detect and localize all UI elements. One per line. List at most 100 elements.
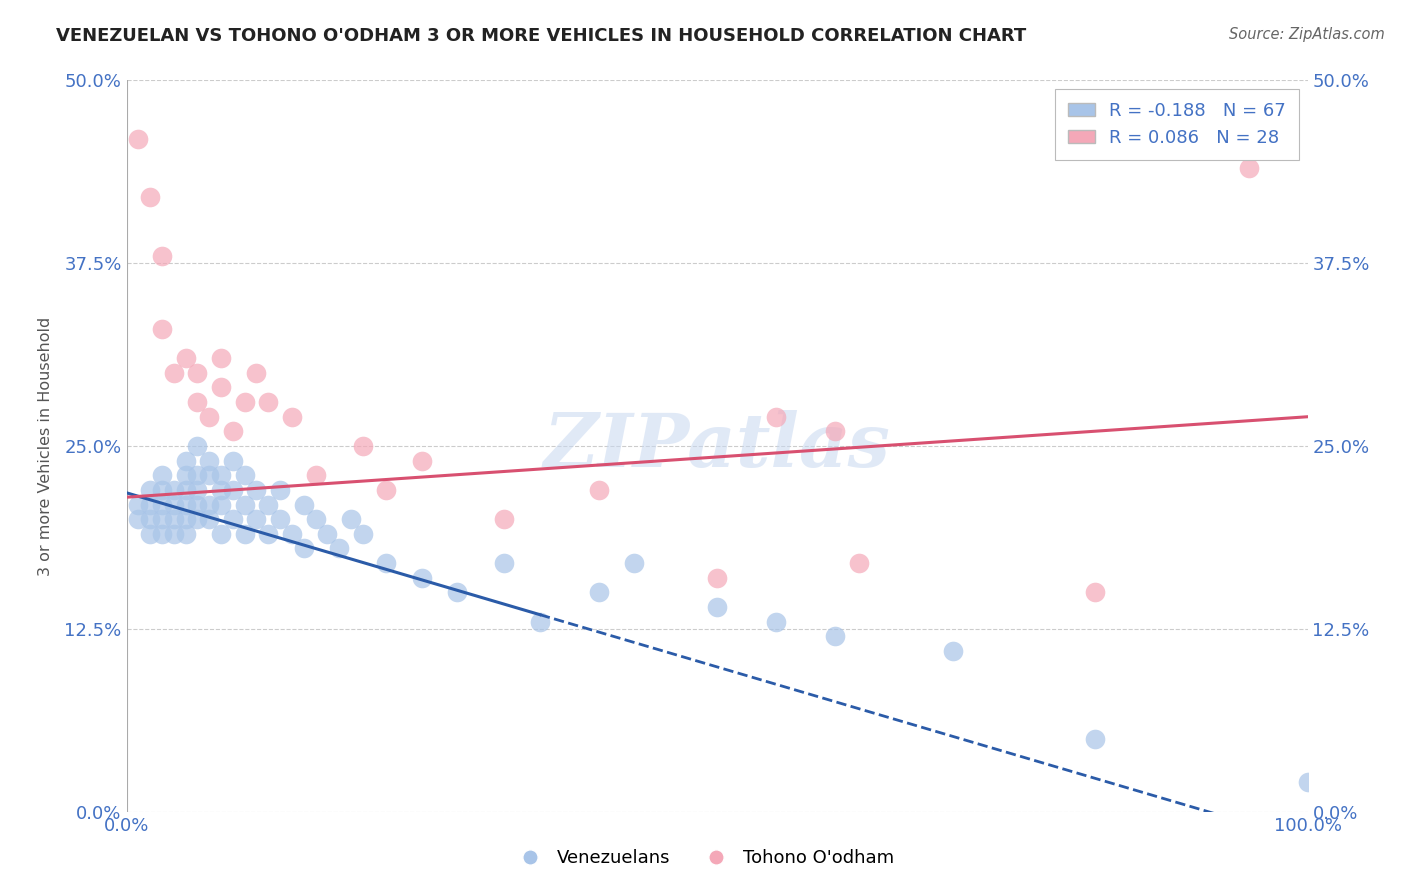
Point	[233, 498, 256, 512]
Point	[257, 498, 280, 512]
Point	[494, 512, 516, 526]
Point	[209, 468, 232, 483]
Point	[209, 380, 232, 394]
Point	[139, 498, 162, 512]
Point	[174, 453, 197, 467]
Point	[139, 526, 162, 541]
Point	[150, 322, 173, 336]
Legend: R = -0.188   N = 67, R = 0.086   N = 28: R = -0.188 N = 67, R = 0.086 N = 28	[1054, 89, 1299, 160]
Point	[150, 468, 173, 483]
Point	[150, 526, 173, 541]
Point	[494, 556, 516, 570]
Point	[222, 483, 245, 497]
Text: Source: ZipAtlas.com: Source: ZipAtlas.com	[1229, 27, 1385, 42]
Point	[186, 468, 208, 483]
Point	[186, 512, 208, 526]
Point	[942, 644, 965, 658]
Point	[257, 395, 280, 409]
Point	[222, 512, 245, 526]
Point	[174, 483, 197, 497]
Point	[1084, 731, 1107, 746]
Point	[269, 512, 291, 526]
Point	[245, 483, 267, 497]
Point	[245, 366, 267, 380]
Point	[340, 512, 363, 526]
Point	[623, 556, 645, 570]
Point	[281, 409, 304, 424]
Point	[198, 453, 221, 467]
Point	[186, 498, 208, 512]
Point	[245, 512, 267, 526]
Point	[127, 498, 149, 512]
Point	[529, 615, 551, 629]
Point	[209, 498, 232, 512]
Point	[706, 599, 728, 614]
Point	[186, 483, 208, 497]
Point	[127, 512, 149, 526]
Point	[588, 483, 610, 497]
Point	[139, 512, 162, 526]
Point	[174, 498, 197, 512]
Text: ZIPatlas: ZIPatlas	[544, 409, 890, 483]
Point	[163, 526, 186, 541]
Point	[150, 498, 173, 512]
Point	[588, 585, 610, 599]
Point	[163, 498, 186, 512]
Point	[150, 249, 173, 263]
Point	[150, 483, 173, 497]
Point	[304, 512, 326, 526]
Point	[163, 512, 186, 526]
Point	[706, 571, 728, 585]
Point	[198, 498, 221, 512]
Point	[127, 132, 149, 146]
Point	[257, 526, 280, 541]
Point	[163, 366, 186, 380]
Point	[281, 526, 304, 541]
Point	[198, 409, 221, 424]
Point	[222, 425, 245, 439]
Point	[316, 526, 339, 541]
Point	[411, 453, 433, 467]
Point	[233, 468, 256, 483]
Point	[328, 541, 350, 556]
Point	[304, 468, 326, 483]
Point	[352, 439, 374, 453]
Point	[209, 526, 232, 541]
Point	[1296, 775, 1319, 789]
Point	[163, 483, 186, 497]
Point	[186, 395, 208, 409]
Point	[824, 629, 846, 643]
Point	[1084, 585, 1107, 599]
Point	[198, 468, 221, 483]
Point	[186, 366, 208, 380]
Point	[198, 512, 221, 526]
Point	[139, 483, 162, 497]
Point	[233, 526, 256, 541]
Point	[375, 483, 398, 497]
Point	[209, 351, 232, 366]
Point	[446, 585, 468, 599]
Point	[824, 425, 846, 439]
Point	[139, 190, 162, 204]
Point	[233, 395, 256, 409]
Point	[174, 512, 197, 526]
Point	[765, 615, 787, 629]
Point	[186, 439, 208, 453]
Point	[174, 526, 197, 541]
Point	[352, 526, 374, 541]
Legend: Venezuelans, Tohono O'odham: Venezuelans, Tohono O'odham	[505, 842, 901, 874]
Point	[269, 483, 291, 497]
Point	[848, 556, 870, 570]
Point	[150, 512, 173, 526]
Point	[174, 351, 197, 366]
Point	[222, 453, 245, 467]
Text: VENEZUELAN VS TOHONO O'ODHAM 3 OR MORE VEHICLES IN HOUSEHOLD CORRELATION CHART: VENEZUELAN VS TOHONO O'ODHAM 3 OR MORE V…	[56, 27, 1026, 45]
Point	[292, 498, 315, 512]
Point	[1237, 161, 1260, 175]
Point	[375, 556, 398, 570]
Point	[174, 468, 197, 483]
Point	[411, 571, 433, 585]
Point	[292, 541, 315, 556]
Point	[209, 483, 232, 497]
Point	[765, 409, 787, 424]
